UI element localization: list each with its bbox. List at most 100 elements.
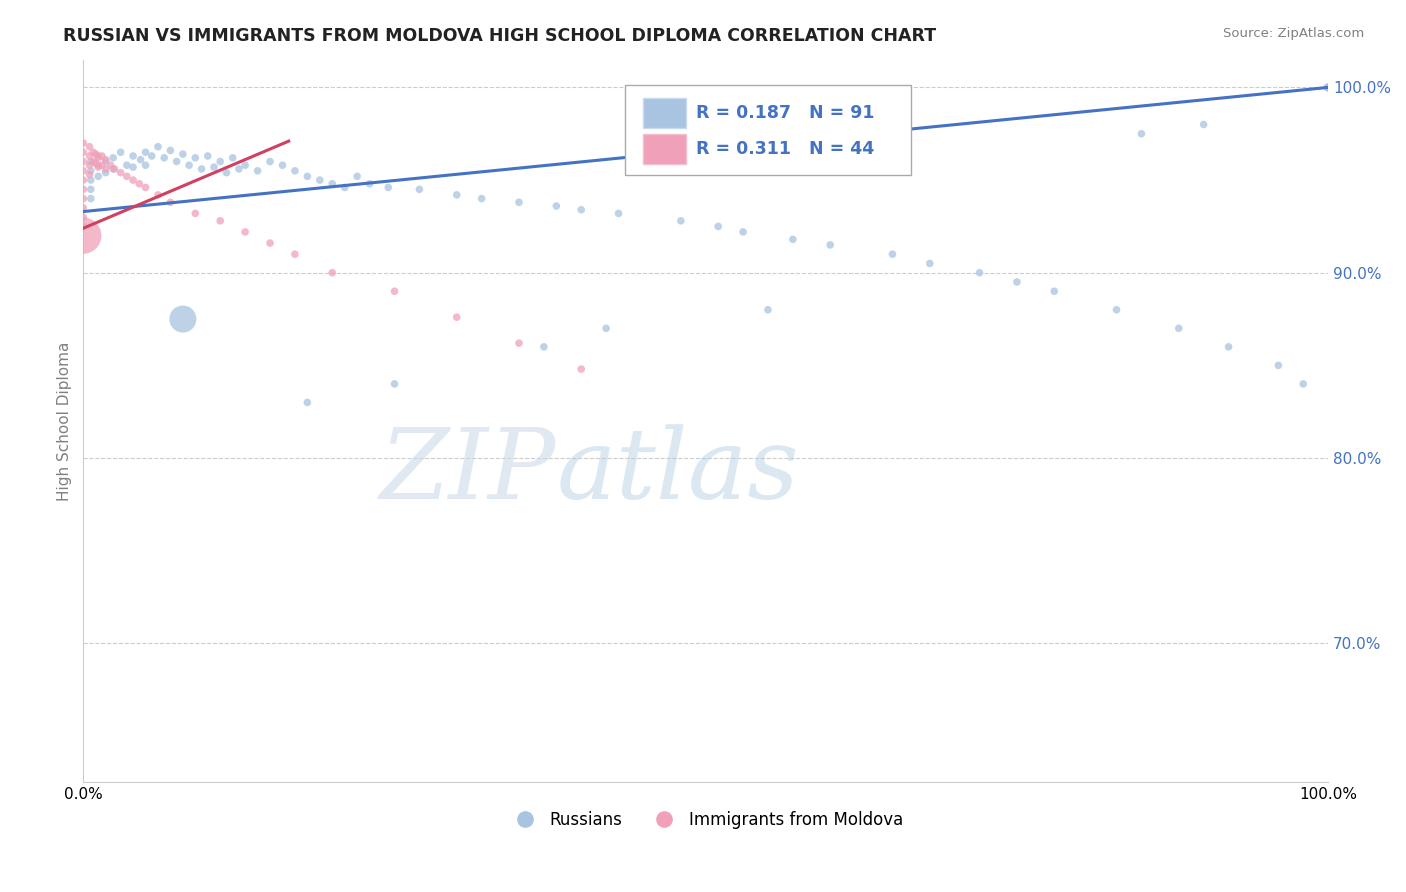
Point: [1005, 275, 1028, 289]
Point: [446, 310, 468, 325]
Point: [1317, 80, 1340, 95]
Point: [87, 158, 110, 172]
Point: [72, 173, 94, 187]
Point: [122, 160, 145, 174]
Point: [135, 180, 157, 194]
Point: [87, 160, 110, 174]
Point: [115, 169, 138, 184]
Point: [384, 376, 406, 391]
Point: [969, 266, 991, 280]
Point: [782, 232, 804, 246]
Point: [333, 180, 356, 194]
FancyBboxPatch shape: [644, 134, 686, 164]
Point: [172, 312, 194, 326]
Point: [533, 340, 555, 354]
Point: [1218, 340, 1240, 354]
Point: [918, 256, 941, 270]
FancyBboxPatch shape: [624, 85, 911, 175]
Point: [259, 235, 281, 250]
Point: [408, 182, 430, 196]
Point: [546, 199, 568, 213]
Point: [101, 151, 124, 165]
Point: [79, 139, 101, 153]
Point: [72, 154, 94, 169]
Point: [202, 160, 225, 174]
Point: [1317, 80, 1340, 95]
Point: [1317, 80, 1340, 95]
Point: [94, 153, 117, 167]
Text: RUSSIAN VS IMMIGRANTS FROM MOLDOVA HIGH SCHOOL DIPLOMA CORRELATION CHART: RUSSIAN VS IMMIGRANTS FROM MOLDOVA HIGH …: [63, 27, 936, 45]
Point: [233, 225, 256, 239]
Point: [221, 151, 243, 165]
Point: [80, 173, 103, 187]
Point: [1317, 80, 1340, 95]
Point: [91, 149, 114, 163]
Text: atlas: atlas: [557, 424, 799, 519]
Point: [82, 154, 104, 169]
Point: [377, 180, 399, 194]
Point: [569, 202, 592, 217]
Point: [346, 169, 368, 184]
Point: [228, 161, 250, 176]
Y-axis label: High School Diploma: High School Diploma: [58, 342, 72, 500]
Point: [103, 161, 125, 176]
Point: [297, 395, 319, 409]
Point: [1317, 80, 1340, 95]
Point: [284, 247, 307, 261]
Point: [1317, 80, 1340, 95]
Point: [72, 201, 94, 215]
Point: [141, 149, 163, 163]
Point: [446, 187, 468, 202]
Point: [110, 166, 132, 180]
Text: R = 0.311   N = 44: R = 0.311 N = 44: [696, 140, 875, 158]
Point: [209, 154, 232, 169]
Point: [1292, 376, 1315, 391]
Point: [100, 158, 122, 172]
Point: [1317, 80, 1340, 95]
Point: [1317, 80, 1340, 95]
Point: [159, 195, 181, 210]
Point: [72, 192, 94, 206]
Point: [72, 145, 94, 160]
Point: [508, 195, 530, 210]
Point: [184, 206, 207, 220]
Point: [1317, 80, 1340, 95]
Point: [1317, 80, 1340, 95]
Text: R = 0.187   N = 91: R = 0.187 N = 91: [696, 104, 875, 122]
Point: [129, 153, 152, 167]
Point: [184, 151, 207, 165]
Point: [115, 158, 138, 172]
Point: [79, 149, 101, 163]
Point: [1317, 80, 1340, 95]
Point: [72, 136, 94, 150]
Point: [87, 169, 110, 184]
Point: [321, 266, 343, 280]
Text: Source: ZipAtlas.com: Source: ZipAtlas.com: [1223, 27, 1364, 40]
Point: [756, 302, 779, 317]
Point: [308, 173, 330, 187]
Point: [135, 158, 157, 172]
Point: [818, 238, 841, 252]
Point: [1105, 302, 1128, 317]
Point: [297, 169, 319, 184]
Point: [80, 192, 103, 206]
Point: [91, 158, 114, 172]
Point: [384, 285, 406, 299]
Point: [1317, 80, 1340, 95]
Point: [153, 151, 176, 165]
Text: ZIP: ZIP: [380, 424, 557, 519]
Point: [94, 166, 117, 180]
Point: [122, 173, 145, 187]
Point: [882, 247, 904, 261]
Point: [72, 163, 94, 178]
Point: [197, 149, 219, 163]
Point: [1317, 80, 1340, 95]
Point: [707, 219, 730, 234]
Point: [72, 228, 94, 243]
Point: [146, 139, 169, 153]
Point: [246, 163, 269, 178]
Point: [159, 144, 181, 158]
Point: [1167, 321, 1189, 335]
Point: [80, 163, 103, 178]
Point: [209, 214, 232, 228]
